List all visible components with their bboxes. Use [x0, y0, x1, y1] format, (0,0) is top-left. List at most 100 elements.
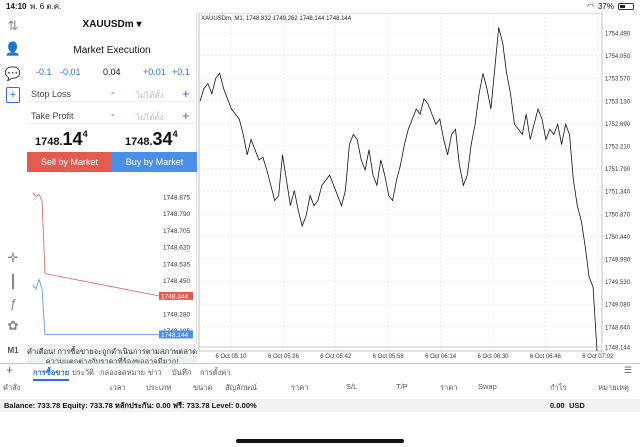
- left-toolbar: ⇅ 👤 💬 + ✛ ┃ ƒ ✿ M1: [0, 13, 27, 363]
- y-tick-label: 1751.340: [605, 190, 631, 196]
- bid-line: [32, 277, 159, 335]
- x-tick-label: 6 Oct 05:10: [215, 354, 247, 360]
- symbol-name: XAUUSDm: [82, 19, 134, 30]
- tab-settings[interactable]: การตั้งค่า: [200, 368, 231, 377]
- x-tick-label: 6 Oct 07:02: [582, 354, 614, 360]
- y-tick-label: 1752.690: [605, 122, 631, 128]
- wifi-icon: ◠: [587, 2, 594, 11]
- crosshair-icon[interactable]: ✛: [7, 250, 19, 265]
- ask-price-label: 1748.344: [161, 293, 188, 300]
- mini-y-tick-label: 1748.875: [163, 195, 190, 202]
- col-type: ประเภท: [146, 383, 172, 392]
- current-price-label: 1748.144: [605, 346, 631, 352]
- mini-y-tick-label: 1748.280: [163, 311, 190, 318]
- sell-price-big: 14: [62, 129, 83, 149]
- stop-loss-input[interactable]: ไม่ได้ตั้ง: [136, 91, 164, 100]
- symbol-selector[interactable]: XAUUSDm ▾: [27, 19, 197, 30]
- x-tick-label: 6 Oct 05:26: [268, 354, 300, 360]
- status-date: พ. 6 ต.ค.: [30, 2, 62, 11]
- total-profit: 0.00: [550, 401, 565, 410]
- timeframe-label[interactable]: M1: [7, 346, 19, 355]
- balance-text: Balance: 733.78 Equity: 733.78 หลักประกั…: [4, 401, 257, 410]
- tab-journal[interactable]: บันทึก: [172, 368, 192, 377]
- home-indicator: [236, 439, 404, 443]
- chevron-down-icon: ▾: [136, 19, 142, 30]
- take-profit-label: Take Profit: [31, 111, 74, 121]
- buy-price: 1748.344: [125, 129, 178, 150]
- x-tick-label: 6 Oct 06:14: [425, 354, 457, 360]
- quotes-icon[interactable]: ⇅: [7, 18, 19, 33]
- y-tick-label: 1751.790: [605, 167, 631, 173]
- y-tick-label: 1748.640: [605, 325, 631, 331]
- tab-mailbox[interactable]: กล่องจดหมาย: [100, 368, 146, 377]
- stop-loss-plus-button[interactable]: +: [182, 86, 190, 101]
- orders-table-header: คำสั่ง เวลา ประเภท ขนาด สัญลักษณ์ ราคา S…: [0, 381, 640, 393]
- currency: USD: [569, 401, 585, 410]
- take-profit-plus-button[interactable]: +: [182, 108, 190, 123]
- vol-minus-big-button[interactable]: -0.1: [36, 67, 52, 77]
- status-bar: 14:10 พ. 6 ต.ค. ◠ 37%: [0, 0, 640, 13]
- price-chart[interactable]: 1754.490 1754.050 1753.570 1753.130 1752.690…: [197, 13, 640, 363]
- ask-line: [32, 192, 160, 297]
- battery-icon: [618, 3, 634, 10]
- volume-value[interactable]: 0.04: [103, 67, 121, 77]
- new-order-icon[interactable]: +: [6, 87, 20, 103]
- user-icon[interactable]: 👤: [4, 41, 22, 56]
- tab-trade[interactable]: การซื้อขาย: [33, 367, 70, 381]
- mini-y-tick-label: 1748.705: [163, 228, 190, 235]
- mini-y-tick-label: 1748.620: [163, 245, 190, 252]
- x-tick-label: 6 Oct 06:46: [530, 354, 562, 360]
- status-time: 14:10: [6, 2, 27, 11]
- vol-plus-big-button[interactable]: +0.1: [172, 67, 190, 77]
- price-display: 1748.144 1748.344: [27, 129, 197, 153]
- take-profit-input[interactable]: ไม่ได้ตั้ง: [136, 113, 164, 122]
- vol-plus-small-button[interactable]: +0.01: [143, 67, 166, 77]
- sell-by-market-button[interactable]: Sell by Market: [27, 152, 112, 172]
- y-tick-label: 1753.570: [605, 77, 631, 83]
- col-symbol: สัญลักษณ์: [225, 383, 258, 392]
- col-order: คำสั่ง: [3, 383, 21, 392]
- y-tick-label: 1749.080: [605, 303, 631, 309]
- stop-loss-minus-button[interactable]: -: [111, 87, 115, 99]
- take-profit-minus-button[interactable]: -: [111, 109, 115, 121]
- y-tick-label: 1753.130: [605, 99, 631, 105]
- sell-price: 1748.144: [35, 129, 88, 150]
- buy-by-market-button[interactable]: Buy by Market: [112, 152, 197, 172]
- col-size: ขนาด: [193, 383, 213, 392]
- y-tick-label: 1750.870: [605, 212, 631, 218]
- y-tick-label: 1752.210: [605, 145, 631, 151]
- tab-history[interactable]: ประวัติ: [72, 368, 94, 377]
- indicators-icon[interactable]: ƒ: [9, 296, 17, 311]
- col-price-current: ราคา: [440, 383, 458, 392]
- battery-percent: 37%: [597, 2, 614, 11]
- y-tick-label: 1754.490: [605, 32, 631, 38]
- execution-type[interactable]: Market Execution: [73, 45, 151, 56]
- candles-icon[interactable]: ┃: [9, 274, 17, 289]
- col-swap: Swap: [478, 382, 497, 391]
- tick-chart: 1748.875 1748.790 1748.705 1748.620 1748.535…: [32, 192, 193, 339]
- vol-minus-small-button[interactable]: -0.01: [60, 67, 81, 77]
- balance-bar: Balance: 733.78 Equity: 733.78 หลักประกั…: [0, 399, 640, 412]
- y-tick-label: 1750.440: [605, 235, 631, 241]
- objects-icon[interactable]: ✿: [7, 318, 19, 333]
- col-comment: หมายเหตุ: [598, 383, 629, 392]
- tab-news[interactable]: ข่าว: [148, 368, 162, 377]
- take-profit-row: Take Profit - ไม่ได้ตั้ง +: [27, 108, 197, 124]
- chart-frame: [198, 13, 603, 352]
- col-tp: T/P: [396, 382, 408, 391]
- mini-y-tick-label: 1748.790: [163, 211, 190, 218]
- add-icon[interactable]: +: [6, 363, 14, 377]
- buy-price-big: 34: [152, 129, 173, 149]
- menu-icon[interactable]: ☰: [623, 365, 632, 375]
- chat-icon[interactable]: 💬: [4, 66, 22, 81]
- y-tick-label: 1749.530: [605, 280, 631, 286]
- mini-y-tick-label: 1748.450: [163, 278, 190, 285]
- chart-title: XAUUSDm, M1, 1748.832 1749.262 1748.144 …: [201, 16, 352, 22]
- buy-price-main: 1748.: [125, 136, 153, 148]
- current-price-tag: [602, 343, 639, 351]
- col-price: ราคา: [291, 383, 309, 392]
- sell-price-main: 1748.: [35, 136, 63, 148]
- x-tick-label: 6 Oct 06:30: [477, 354, 509, 360]
- sell-price-sup: 4: [82, 129, 88, 139]
